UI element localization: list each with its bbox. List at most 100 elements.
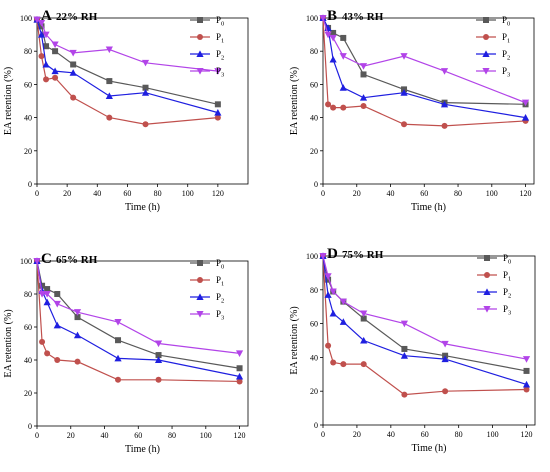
x-tick-label: 40 [93, 189, 101, 198]
x-tick-label: 60 [421, 430, 429, 439]
series-p1 [34, 16, 221, 128]
series-line [322, 255, 527, 396]
data-point [236, 378, 243, 385]
data-point [42, 60, 50, 68]
data-point [401, 121, 408, 128]
data-point [401, 345, 408, 352]
data-point [339, 318, 347, 325]
y-tick-label: 80 [24, 47, 32, 56]
data-point [154, 340, 163, 348]
data-point [52, 74, 59, 81]
data-point [142, 84, 149, 91]
data-point [38, 53, 45, 60]
data-point [43, 43, 50, 50]
legend-label: P3 [503, 304, 511, 317]
y-tick-label: 40 [24, 114, 32, 123]
legend-label-sub: 2 [221, 298, 224, 305]
data-point [155, 352, 162, 359]
data-point [69, 69, 77, 76]
data-point [339, 298, 347, 306]
legend-marker [482, 50, 490, 57]
y-tick-label: 100 [306, 252, 318, 261]
data-point [70, 94, 77, 101]
data-point [106, 114, 113, 121]
legend-label: P0 [503, 253, 511, 266]
plot-frame [36, 260, 249, 427]
series-p3 [33, 258, 244, 357]
series-line [322, 17, 526, 127]
legend-marker [196, 50, 204, 57]
legend-marker [197, 17, 203, 23]
panel-letter: B [327, 8, 337, 24]
y-tick-label: 60 [310, 80, 318, 89]
data-point [39, 282, 46, 289]
data-point [522, 356, 531, 363]
y-tick-label: 20 [24, 147, 32, 156]
data-point [400, 320, 409, 328]
legend-label-sub: 0 [221, 21, 224, 28]
data-point [339, 53, 347, 60]
series-line [36, 260, 240, 369]
data-point [214, 68, 222, 75]
y-tick-label: 80 [310, 47, 318, 56]
data-point [400, 352, 409, 359]
data-point [329, 55, 337, 63]
legend-label: P1 [502, 32, 510, 45]
series-p0 [34, 16, 221, 108]
legend-label: P1 [216, 32, 224, 45]
y-tick-label: 100 [20, 14, 32, 23]
data-point [155, 376, 162, 383]
data-point [330, 104, 337, 111]
data-point [51, 67, 59, 75]
x-tick-label: 60 [420, 189, 428, 198]
legend-label-name: P [503, 304, 508, 314]
panel-title: 43% RH [342, 11, 384, 23]
y-tick-label: 0 [28, 180, 32, 189]
legend-label-sub: 0 [508, 259, 511, 266]
data-point [39, 338, 46, 345]
y-tick-label: 80 [24, 290, 32, 299]
y-tick-label: 20 [24, 389, 32, 398]
legend-label-sub: 1 [508, 276, 511, 283]
legend-label-sub: 3 [221, 72, 224, 79]
panel-letter: D [327, 246, 338, 262]
x-tick-label: 60 [123, 189, 131, 198]
x-tick-label: 100 [200, 431, 212, 440]
legend-label: P3 [216, 66, 224, 79]
data-point [214, 109, 222, 116]
legend-label-name: P [502, 15, 507, 25]
data-point [521, 114, 530, 121]
legend-label-name: P [502, 66, 507, 76]
data-point [360, 336, 368, 344]
legend-label-name: P [503, 253, 508, 263]
legend-label-name: P [502, 32, 507, 42]
x-tick-label: 20 [353, 189, 361, 198]
legend-label-sub: 2 [507, 55, 510, 62]
data-point [360, 102, 367, 109]
series-line [322, 255, 527, 360]
legend-label-name: P [503, 270, 508, 280]
data-point [400, 53, 408, 60]
data-point [329, 288, 337, 296]
data-point [51, 41, 59, 49]
y-tick-label: 40 [310, 353, 318, 362]
legend-label-sub: 0 [507, 21, 510, 28]
data-point [74, 358, 81, 365]
legend-marker [483, 34, 489, 40]
legend-label: P2 [503, 287, 511, 300]
legend-label-sub: 2 [221, 55, 224, 62]
x-tick-label: 0 [321, 430, 325, 439]
data-point [401, 391, 408, 398]
data-point [324, 291, 332, 298]
series-line [36, 19, 218, 105]
y-tick-label: 40 [310, 114, 318, 123]
x-tick-label: 120 [234, 431, 246, 440]
data-point [324, 273, 332, 280]
y-tick-label: 40 [24, 356, 32, 365]
x-tick-label: 80 [455, 430, 463, 439]
legend-label: P0 [216, 258, 224, 271]
x-tick-label: 80 [168, 431, 176, 440]
